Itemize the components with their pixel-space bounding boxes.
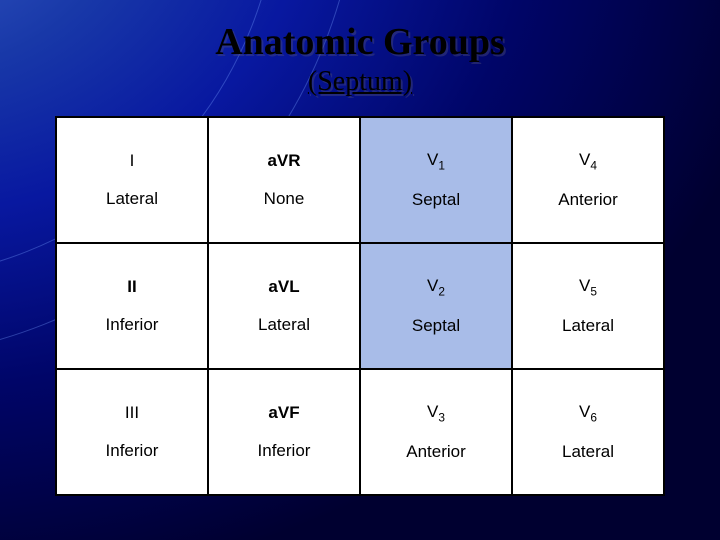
lead-subscript: 4 <box>590 158 597 172</box>
lead-subscript: 2 <box>438 284 445 298</box>
group-label: Lateral <box>213 315 355 335</box>
lead-label: V4 <box>517 150 659 172</box>
table-cell: V3 Anterior <box>360 369 512 495</box>
lead-label: V3 <box>365 402 507 424</box>
lead-label: aVL <box>213 277 355 297</box>
table-body: I Lateral aVR None V1 Septal V4 Anterior II Infer… <box>56 117 664 495</box>
slide: Anatomic Groups (Septum) I Lateral aVR None… <box>0 0 720 540</box>
group-label: None <box>213 189 355 209</box>
lead-subscript: 6 <box>590 410 597 424</box>
group-label: Inferior <box>213 441 355 461</box>
table-cell: III Inferior <box>56 369 208 495</box>
anatomic-groups-table-wrap: I Lateral aVR None V1 Septal V4 Anterior II Infer… <box>55 116 665 496</box>
table-cell: I Lateral <box>56 117 208 243</box>
table-cell: aVL Lateral <box>208 243 360 369</box>
slide-subtitle: (Septum) <box>0 66 720 98</box>
lead-label: aVR <box>213 151 355 171</box>
slide-title: Anatomic Groups <box>0 0 720 64</box>
anatomic-groups-table: I Lateral aVR None V1 Septal V4 Anterior II Infer… <box>55 116 665 496</box>
lead-label: V5 <box>517 276 659 298</box>
group-label: Septal <box>365 316 507 336</box>
group-label: Inferior <box>61 441 203 461</box>
table-cell: V2 Septal <box>360 243 512 369</box>
group-label: Anterior <box>365 442 507 462</box>
table-cell: V6 Lateral <box>512 369 664 495</box>
group-label: Anterior <box>517 190 659 210</box>
lead-label: V6 <box>517 402 659 424</box>
table-cell: aVR None <box>208 117 360 243</box>
group-label: Septal <box>365 190 507 210</box>
lead-label: aVF <box>213 403 355 423</box>
group-label: Lateral <box>517 316 659 336</box>
lead-label: V2 <box>365 276 507 298</box>
table-cell: V4 Anterior <box>512 117 664 243</box>
group-label: Lateral <box>517 442 659 462</box>
lead-subscript: 3 <box>438 410 445 424</box>
table-cell: V5 Lateral <box>512 243 664 369</box>
lead-label: II <box>61 277 203 297</box>
table-cell: aVF Inferior <box>208 369 360 495</box>
lead-label: V1 <box>365 150 507 172</box>
table-row: I Lateral aVR None V1 Septal V4 Anterior <box>56 117 664 243</box>
table-row: III Inferior aVF Inferior V3 Anterior V6 Latera… <box>56 369 664 495</box>
table-row: II Inferior aVL Lateral V2 Septal V5 Lateral <box>56 243 664 369</box>
lead-label: III <box>61 403 203 423</box>
lead-subscript: 1 <box>438 158 445 172</box>
group-label: Lateral <box>61 189 203 209</box>
lead-label: I <box>61 151 203 171</box>
group-label: Inferior <box>61 315 203 335</box>
table-cell: V1 Septal <box>360 117 512 243</box>
lead-subscript: 5 <box>590 284 597 298</box>
table-cell: II Inferior <box>56 243 208 369</box>
